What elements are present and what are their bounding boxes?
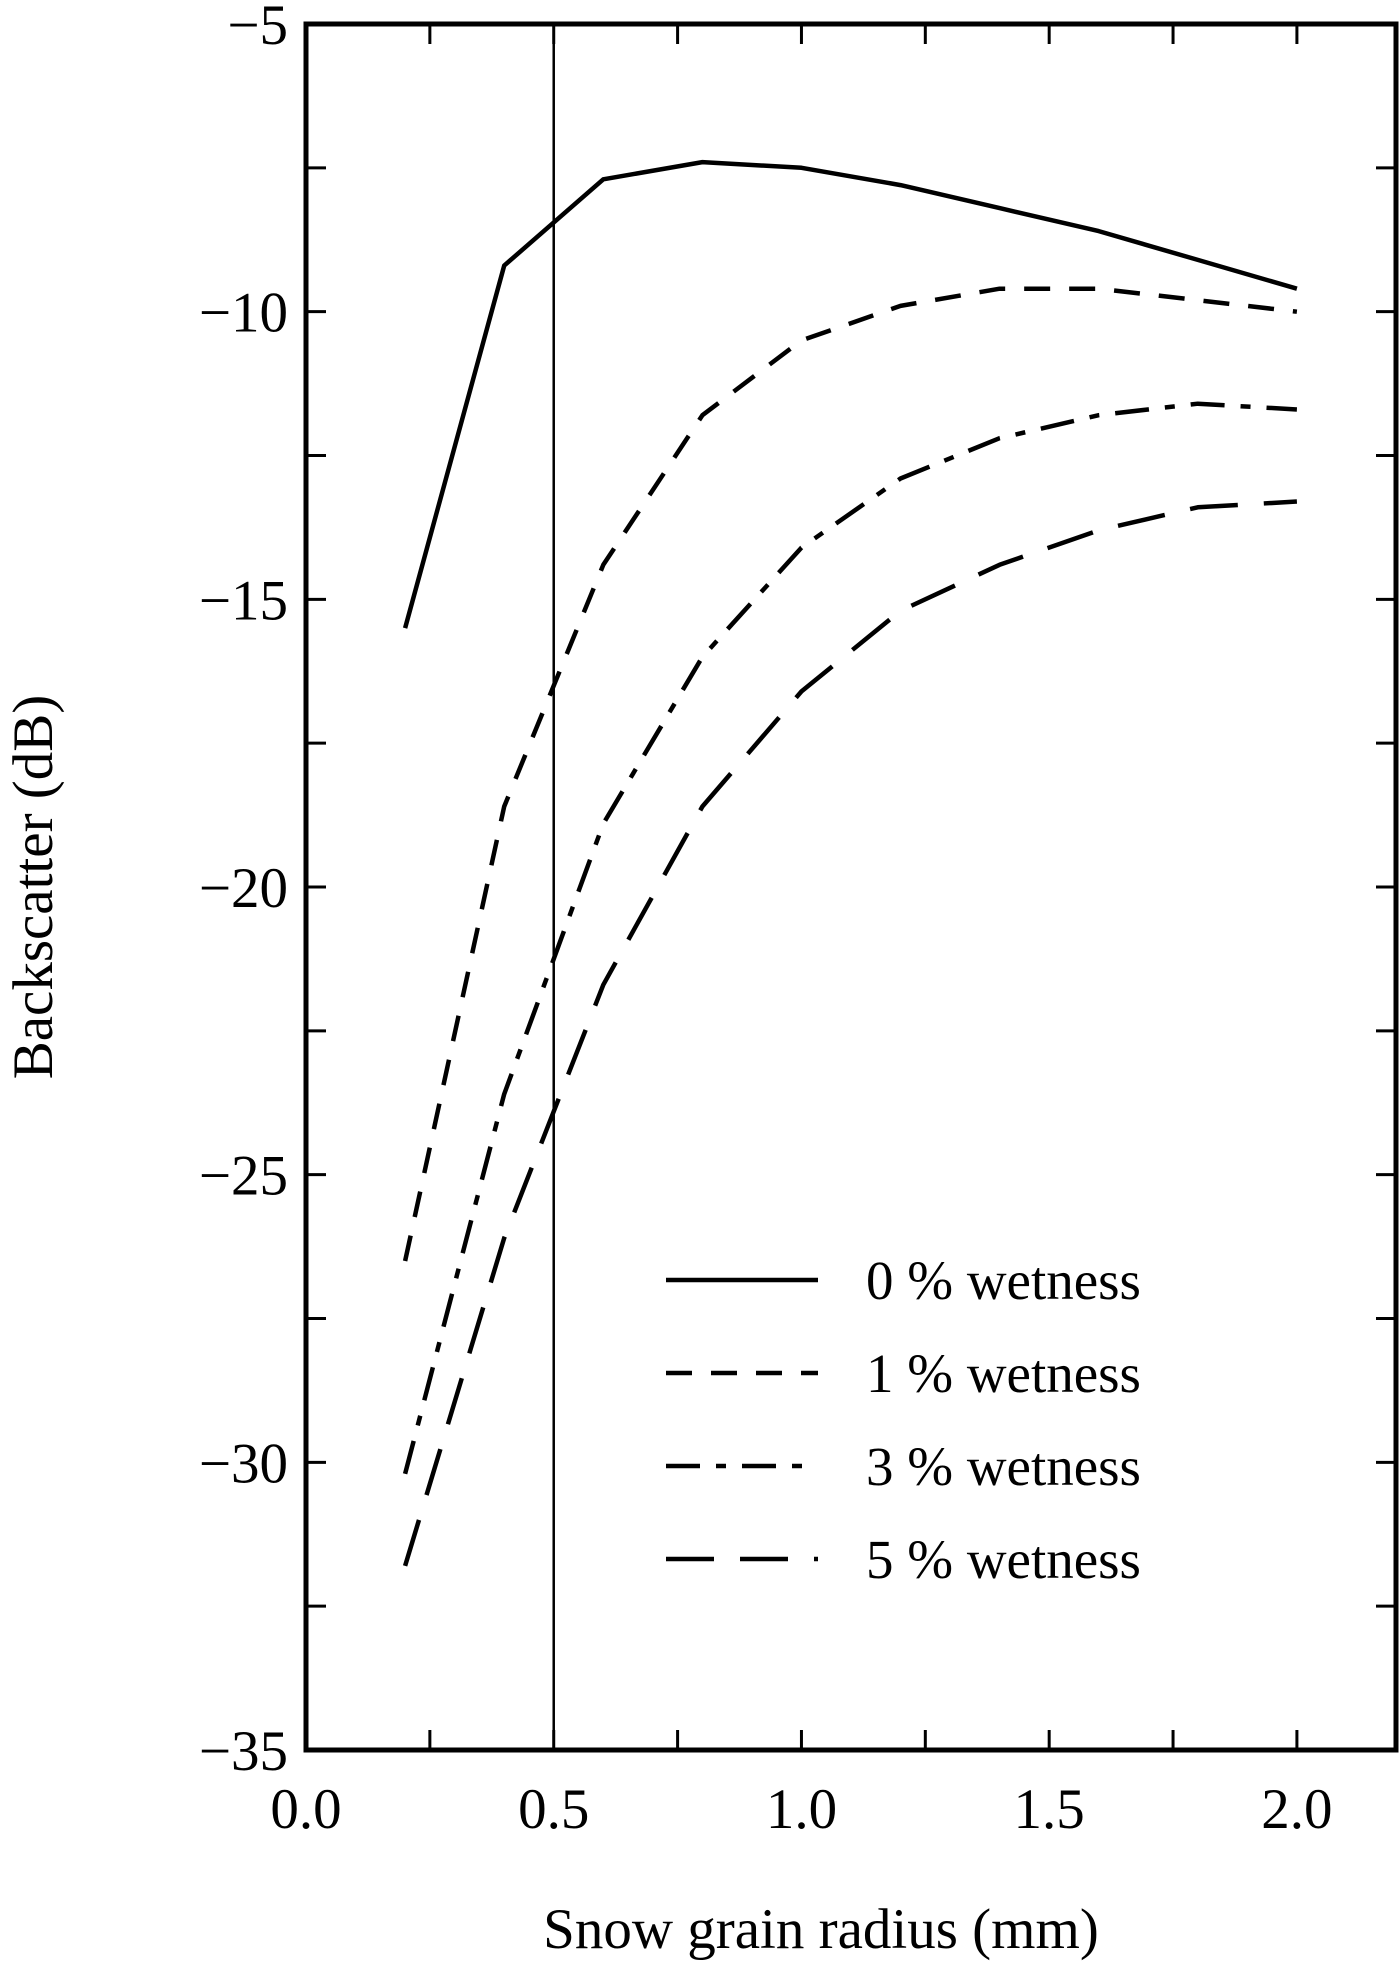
series-line-0 xyxy=(402,159,1298,629)
y-axis-title: Backscatter (dB) xyxy=(2,695,65,1080)
y-tick-label: −20 xyxy=(199,857,288,920)
legend-label-2: 3 % wetness xyxy=(866,1436,1141,1497)
tick-labels: 0.0 0.5 1.0 1.5 2.0 −35 −30 −25 −20 −15 −10 −5 xyxy=(199,0,1333,1841)
y-tick-label: −35 xyxy=(199,1720,288,1783)
series-line-3 xyxy=(402,499,1298,1567)
series-line-2 xyxy=(402,401,1298,1475)
legend-label-3: 5 % wetness xyxy=(866,1529,1141,1590)
x-tick-label: 2.0 xyxy=(1261,1778,1332,1841)
series-line-1 xyxy=(402,286,1298,1262)
y-tick-label: −10 xyxy=(199,282,288,345)
y-tick-label: −5 xyxy=(227,0,288,57)
y-tick-label: −25 xyxy=(199,1145,288,1208)
axis-ticks xyxy=(304,22,1396,1752)
y-tick-label: −15 xyxy=(199,569,288,632)
x-tick-label: 1.0 xyxy=(766,1778,837,1841)
legend: 0 % wetness 1 % wetness 3 % wetness 5 % wet… xyxy=(666,1250,1141,1590)
plot-content xyxy=(402,24,1298,1750)
x-tick-label: 1.5 xyxy=(1014,1778,1085,1841)
y-tick-label: −30 xyxy=(199,1432,288,1495)
plot-frame xyxy=(303,21,1399,1753)
legend-label-1: 1 % wetness xyxy=(866,1343,1141,1404)
x-tick-label: 0.5 xyxy=(518,1778,589,1841)
legend-label-0: 0 % wetness xyxy=(866,1250,1141,1311)
x-tick-label: 0.0 xyxy=(270,1778,341,1841)
x-axis-title: Snow grain radius (mm) xyxy=(543,1898,1099,1961)
